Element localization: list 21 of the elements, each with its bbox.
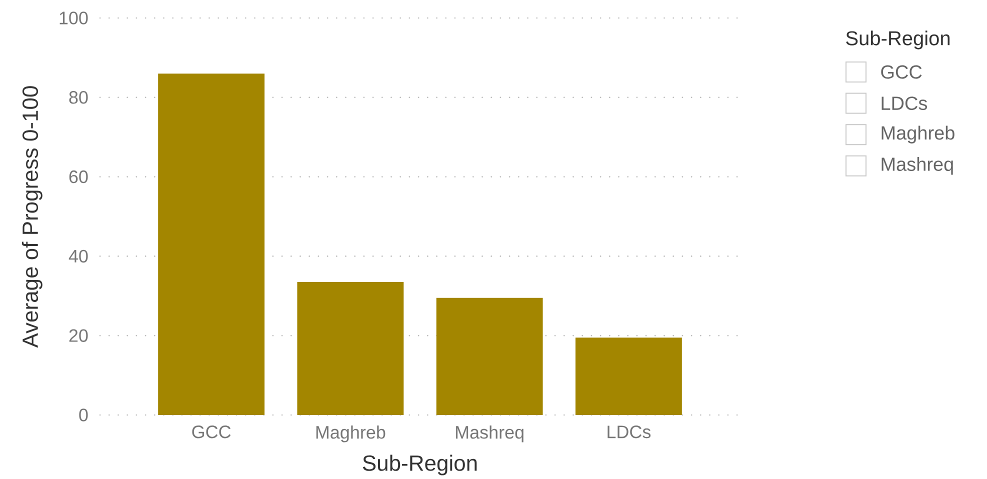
x-tick-label: Mashreq: [456, 426, 524, 442]
y-tick-label: 20: [69, 329, 88, 342]
text: LDCs: [882, 96, 928, 110]
y-tick-label: 40: [68, 250, 88, 263]
y-axis-title: Average of Progress 0-100: [22, 86, 42, 348]
x-tick-label: Maghreb: [316, 426, 386, 442]
text: Maghreb: [882, 126, 954, 144]
bar: [297, 282, 404, 415]
x-axis-title: Sub-Region: [362, 454, 477, 476]
bar: [436, 298, 543, 415]
y-tick-label: 0: [79, 408, 88, 422]
text: Sub-Region: [846, 30, 950, 50]
text: GCC: [881, 65, 922, 79]
bar: [575, 338, 682, 415]
y-tick-label: 80: [69, 91, 88, 104]
bar: [158, 74, 265, 415]
y-tick-label: 60: [69, 170, 88, 184]
y-tick-label: 100: [60, 12, 88, 24]
x-tick-label: GCC: [192, 426, 231, 438]
x-tick-label: LDCs: [608, 426, 651, 438]
text: Mashreq: [882, 157, 953, 175]
